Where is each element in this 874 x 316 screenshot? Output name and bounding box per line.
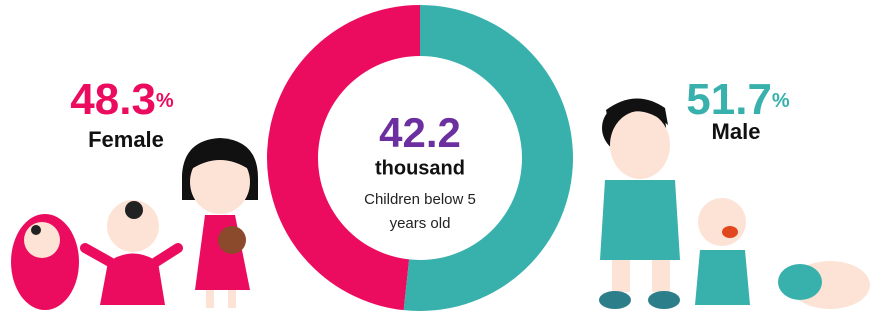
boy-leg: [652, 260, 670, 292]
value-label: 51.7%: [686, 75, 790, 124]
pacifier: [722, 226, 738, 238]
center-value: 42.2: [379, 109, 461, 156]
girl-leg: [206, 290, 214, 308]
baby-arm: [156, 248, 178, 262]
girl-leg: [228, 290, 236, 308]
value-label: 48.3%: [70, 75, 174, 124]
legend-label: Male: [712, 119, 761, 144]
boy-body: [600, 180, 680, 260]
baby-arm: [85, 248, 110, 262]
boy-shoe: [648, 291, 680, 309]
infographic: 42.2 thousand 48.3% Female 51.7% Male Ch…: [0, 0, 874, 316]
baby-body: [695, 250, 750, 305]
baby-hair: [31, 225, 41, 235]
baby-hair: [125, 201, 143, 219]
center-unit: thousand: [375, 157, 465, 179]
baby-diaper: [778, 264, 822, 300]
legend-label: Female: [88, 127, 164, 152]
boy-face: [610, 111, 670, 179]
baby-face: [24, 222, 60, 258]
center-label: Children below 5 years old: [350, 188, 490, 236]
baby-head: [698, 198, 746, 246]
boy-shoe: [599, 291, 631, 309]
teddy: [218, 226, 246, 254]
boy-leg: [612, 260, 630, 292]
girl-dress: [195, 215, 250, 290]
chart: 42.2 thousand 48.3% Female 51.7% Male: [0, 0, 874, 316]
